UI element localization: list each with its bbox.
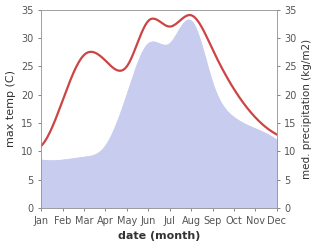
Y-axis label: max temp (C): max temp (C) bbox=[5, 70, 16, 147]
Y-axis label: med. precipitation (kg/m2): med. precipitation (kg/m2) bbox=[302, 39, 313, 179]
X-axis label: date (month): date (month) bbox=[118, 231, 200, 242]
